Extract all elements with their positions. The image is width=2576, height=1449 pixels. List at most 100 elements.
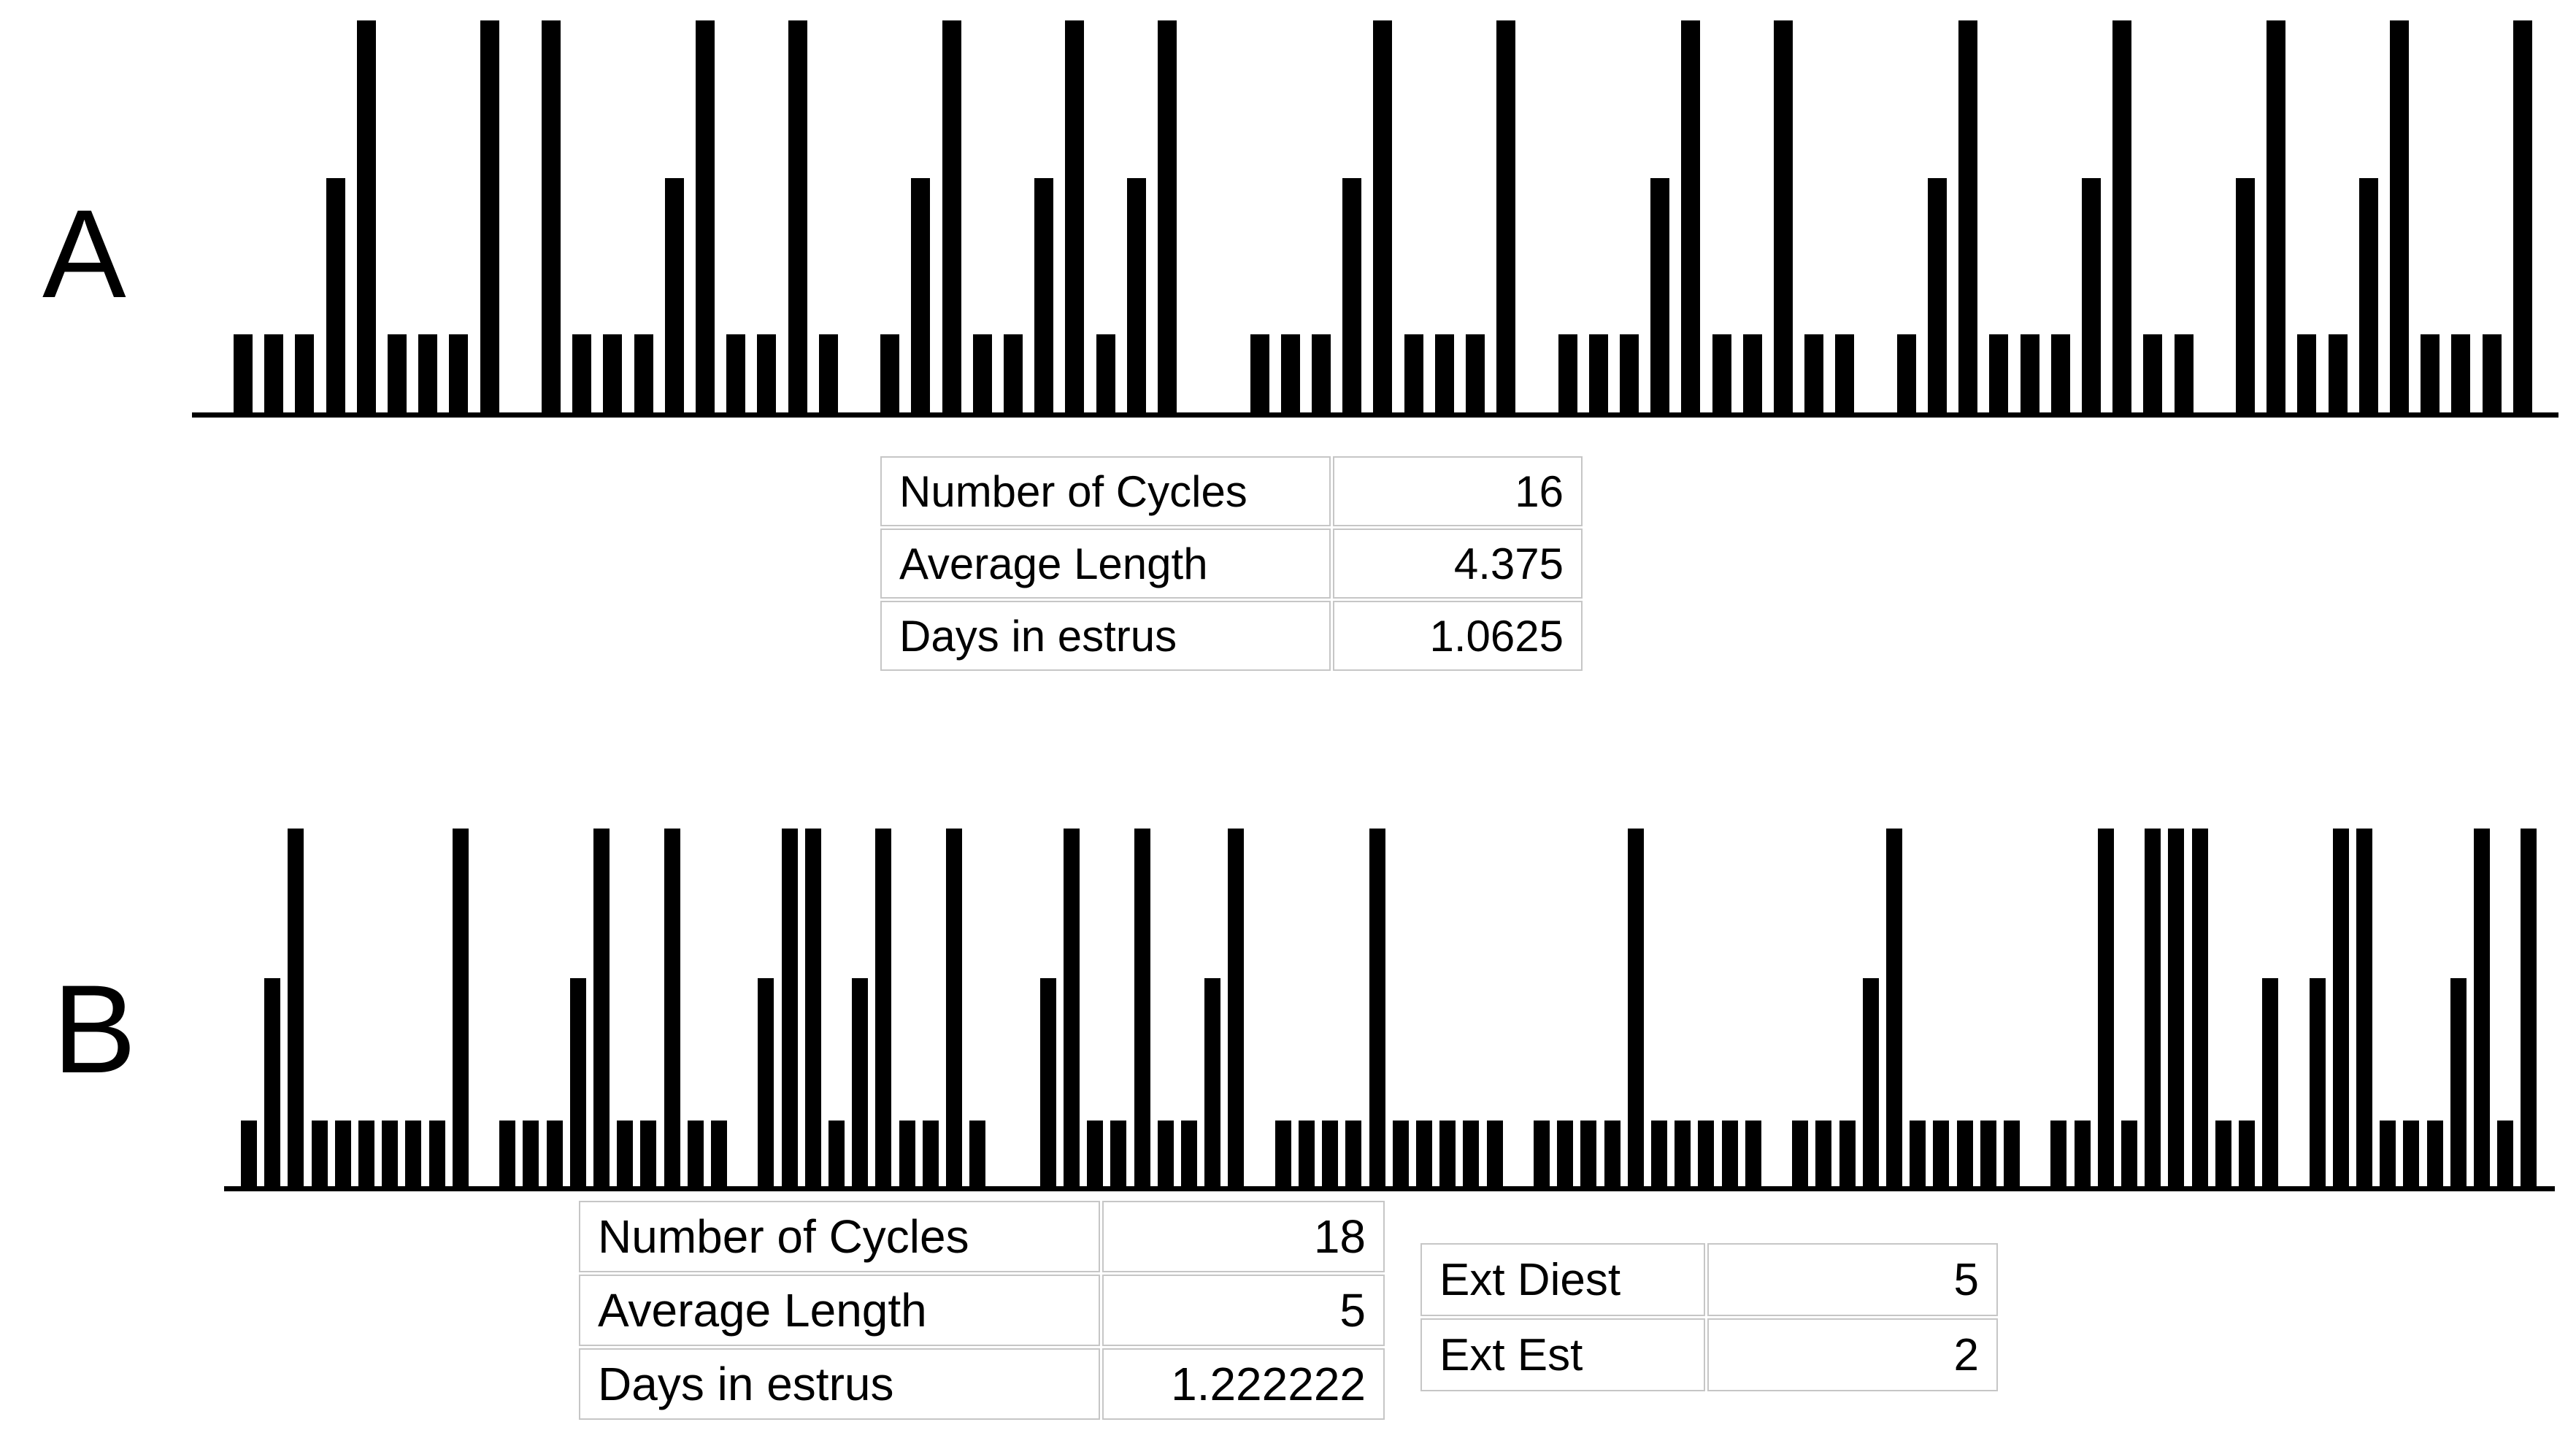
estrous-stage-bar <box>480 20 499 412</box>
estrous-stage-bar <box>2390 20 2409 412</box>
estrous-stage-bar <box>1281 334 1300 412</box>
estrous-stage-bar <box>335 1121 351 1186</box>
estrous-stage-bar <box>2239 1121 2255 1186</box>
estrous-stage-bar <box>2145 829 2161 1186</box>
stat-label: Ext Diest <box>1420 1243 1705 1316</box>
estrous-stage-bar <box>2380 1121 2396 1186</box>
estrous-stage-bar <box>449 334 468 412</box>
panel-a-stats-table: Number of Cycles 16 Average Length 4.375 Day… <box>878 454 1585 673</box>
estrous-stage-bar <box>1712 334 1731 412</box>
estrous-stage-bar <box>593 829 610 1186</box>
estrous-stage-bar <box>711 1121 727 1186</box>
stat-value: 1.222222 <box>1102 1348 1385 1420</box>
estrous-stage-bar <box>288 829 304 1186</box>
estrous-stage-bar <box>1620 334 1639 412</box>
estrous-stage-bar <box>388 334 407 412</box>
estrous-stage-bar <box>2329 334 2348 412</box>
estrous-stage-bar <box>2359 178 2378 412</box>
estrous-stage-bar <box>326 178 345 412</box>
estrous-stage-bar <box>805 829 821 1186</box>
estrous-stage-bar <box>664 829 680 1186</box>
estrous-stage-bar <box>1393 1121 1409 1186</box>
estrous-stage-bar <box>264 978 280 1186</box>
estrous-stage-bar <box>1897 334 1916 412</box>
stat-value: 5 <box>1707 1243 1998 1316</box>
estrous-stage-bar <box>1589 334 1608 412</box>
estrous-stage-bar <box>1534 1121 1550 1186</box>
estrous-stage-bar <box>357 20 376 412</box>
estrous-stage-bar <box>1958 20 1977 412</box>
estrous-stage-bar <box>2175 334 2194 412</box>
estrous-stage-bar <box>1557 1121 1573 1186</box>
estrous-stage-bar <box>2427 1121 2443 1186</box>
stat-label: Days in estrus <box>579 1348 1100 1420</box>
estrous-stage-bar <box>405 1121 421 1186</box>
stats-row: Number of Cycles 18 <box>579 1201 1385 1272</box>
estrous-stage-bar <box>429 1121 445 1186</box>
stat-value: 16 <box>1333 456 1583 526</box>
estrous-stage-bar <box>819 334 838 412</box>
estrous-stage-bar <box>453 829 469 1186</box>
estrous-stage-bar <box>1228 829 1244 1186</box>
panel-b-stats-table: Number of Cycles 18 Average Length 5 Days in… <box>577 1199 1387 1422</box>
estrous-stage-bar <box>1928 178 1947 412</box>
estrous-stage-bar <box>1933 1121 1949 1186</box>
estrous-stage-bar <box>2513 20 2532 412</box>
estrous-stage-bar <box>2297 334 2316 412</box>
estrous-stage-bar <box>1096 334 1115 412</box>
estrous-stage-bar <box>1275 1121 1291 1186</box>
estrous-stage-bar <box>1650 178 1669 412</box>
stats-row: Ext Est 2 <box>1420 1318 1998 1391</box>
estrous-stage-bar <box>418 334 437 412</box>
estrous-stage-bar <box>1743 334 1762 412</box>
estrous-stage-bar <box>1745 1121 1761 1186</box>
estrous-stage-bar <box>1369 829 1385 1186</box>
estrous-stage-bar <box>523 1121 539 1186</box>
stat-value: 4.375 <box>1333 529 1583 599</box>
estrous-stage-bar <box>382 1121 398 1186</box>
stat-value: 1.0625 <box>1333 601 1583 671</box>
estrous-stage-bar <box>264 334 283 412</box>
estrous-stage-bar <box>499 1121 515 1186</box>
estrous-stage-bar <box>570 978 586 1186</box>
estrous-stage-bar <box>2051 334 2070 412</box>
stat-value: 5 <box>1102 1275 1385 1346</box>
estrous-stage-bar <box>2497 1121 2513 1186</box>
estrous-stage-bar <box>2267 20 2285 412</box>
estrous-stage-bar <box>946 829 962 1186</box>
estrous-stage-bar <box>1487 1121 1503 1186</box>
estrous-stage-bar <box>1496 20 1515 412</box>
stat-label: Number of Cycles <box>579 1201 1100 1272</box>
estrous-stage-bar <box>1087 1121 1103 1186</box>
estrous-stage-bar <box>603 334 622 412</box>
estrous-stage-bar <box>1004 334 1023 412</box>
estrous-stage-bar <box>1134 829 1150 1186</box>
estrous-stage-bar <box>1698 1121 1714 1186</box>
estrous-stage-bar <box>1158 20 1177 412</box>
estrous-stage-bar <box>2075 1121 2091 1186</box>
stat-label: Average Length <box>579 1275 1100 1346</box>
estrous-stage-bar <box>2403 1121 2419 1186</box>
estrous-stage-bar <box>640 1121 656 1186</box>
estrous-stage-bar <box>1342 178 1361 412</box>
estrous-stage-bar <box>1835 334 1854 412</box>
estrous-stage-bar <box>1675 1121 1691 1186</box>
estrous-stage-bar <box>1373 20 1392 412</box>
estrous-stage-bar <box>1345 1121 1361 1186</box>
panel-a-label: A <box>42 184 126 324</box>
estrous-stage-bar <box>358 1121 374 1186</box>
stats-row: Days in estrus 1.0625 <box>880 601 1583 671</box>
estrous-stage-bar <box>1957 1121 1973 1186</box>
estrous-stage-bar <box>1416 1121 1432 1186</box>
estrous-stage-bar <box>2474 829 2490 1186</box>
estrous-stage-bar <box>875 829 891 1186</box>
stat-label: Number of Cycles <box>880 456 1331 526</box>
panel-b-x-axis-baseline <box>224 1186 2555 1191</box>
estrous-stage-bar <box>726 334 745 412</box>
estrous-stage-bar <box>782 829 798 1186</box>
estrous-stage-bar <box>852 978 868 1186</box>
estrous-stage-bar <box>788 20 807 412</box>
estrous-stage-bar <box>1839 1121 1856 1186</box>
stats-row: Number of Cycles 16 <box>880 456 1583 526</box>
